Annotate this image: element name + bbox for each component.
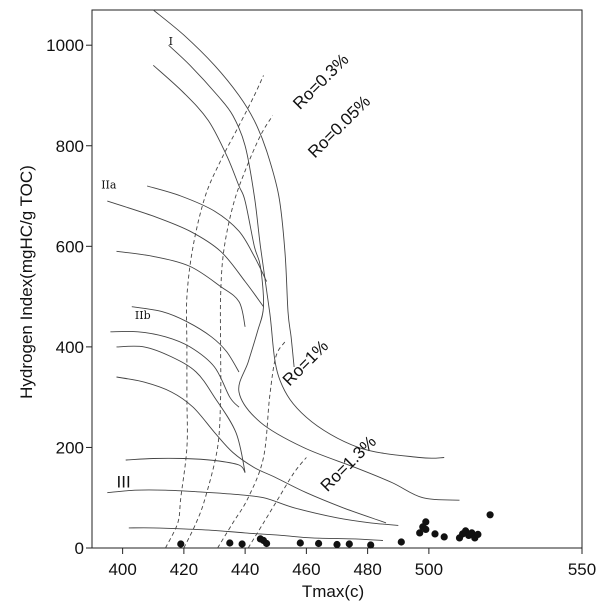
x-tick-label: 400 [108,560,136,579]
iso-ro-curves [166,75,307,548]
data-point [239,540,246,547]
kerogen-curve [117,346,246,472]
x-tick-label: 480 [353,560,381,579]
y-tick-label: 600 [56,237,84,256]
ro-label: Ro=1.3% [317,432,380,495]
y-tick-label: 400 [56,338,84,357]
data-point [422,518,429,525]
data-point [474,531,481,538]
data-point [297,539,304,546]
axis-ticks: 400 420 440 460 480 500 550 0 200 400 600 800 1000 [46,36,596,579]
kerogen-curve [129,528,383,541]
data-point [346,540,353,547]
x-tick-label: 500 [415,560,443,579]
y-tick-label: 1000 [46,36,84,55]
data-point [367,541,374,548]
y-tick-label: 0 [75,539,84,558]
iso-ro-curve [248,458,306,549]
data-point [177,540,184,547]
kerogen-curve [153,65,459,500]
data-point [422,526,429,533]
data-point [431,530,438,537]
kerogen-type-label: III [117,473,131,492]
data-point [398,538,405,545]
iso-ro-curve [166,75,264,548]
data-point [263,540,270,547]
data-points [177,511,494,548]
ro-label: Ro=1% [279,336,332,389]
kerogen-type-label: I [169,35,173,48]
iso-ro-curve [184,116,273,548]
kerogen-curve [107,201,263,307]
ro-label: Ro=0.3% [289,50,352,113]
x-tick-label: 420 [170,560,198,579]
data-point [441,533,448,540]
x-axis-title: Tmax(c) [302,582,364,601]
data-point [226,539,233,546]
kerogen-curve [110,331,239,407]
x-tick-label: 440 [231,560,259,579]
kerogen-curve [153,10,294,367]
iso-ro-curve [218,342,285,548]
kerogen-type-label: IIa [101,178,117,191]
kerogen-curve [147,186,267,282]
ro-label: Ro=0.05% [304,92,374,162]
data-point [487,511,494,518]
y-tick-label: 200 [56,438,84,457]
x-tick-label: 550 [568,560,596,579]
kerogen-curves [107,10,459,541]
y-axis-title: Hydrogen Index(mgHC/g TOC) [17,165,36,399]
kerogen-curve [107,490,398,525]
kerogen-curve [117,377,387,523]
data-point [333,541,340,548]
y-tick-label: 800 [56,137,84,156]
x-tick-label: 460 [292,560,320,579]
data-point [315,540,322,547]
kerogen-type-label: IIb [135,309,151,322]
labels: I IIa IIb III Ro=0.3%Ro=0.05% Ro=1% Ro=1.3% [101,35,380,495]
